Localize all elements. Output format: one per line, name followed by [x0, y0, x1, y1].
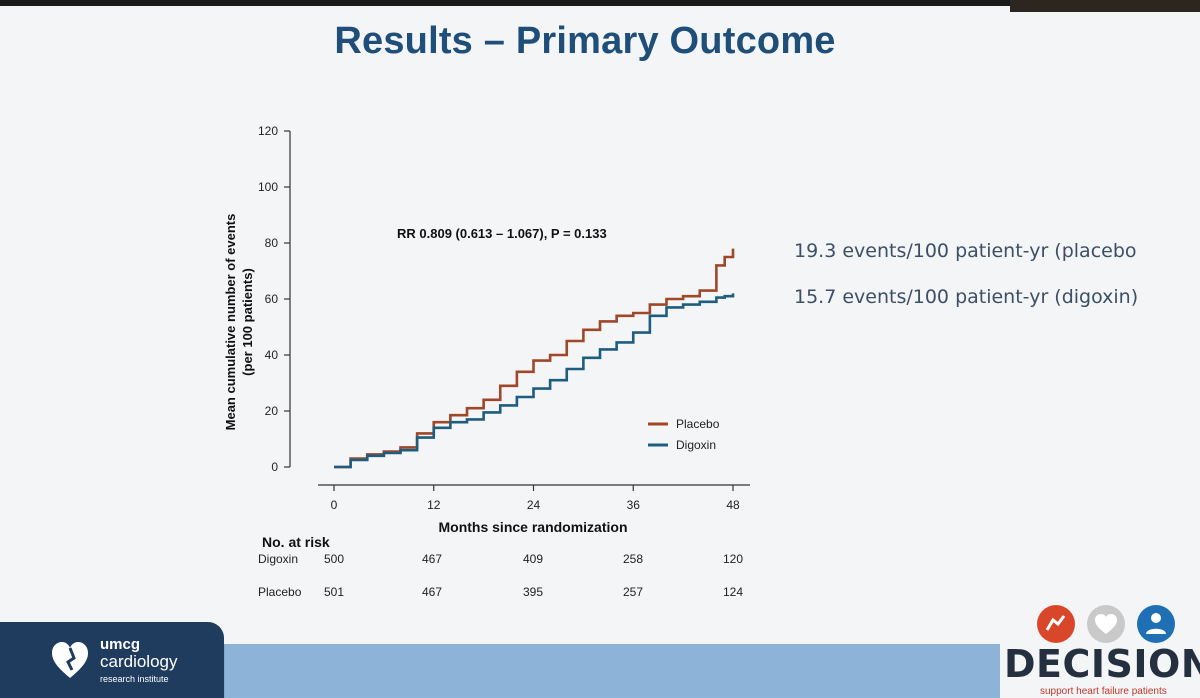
y-axis-title-line2: (per 100 patients)	[240, 268, 255, 376]
umcg-subtitle: research institute	[100, 674, 169, 684]
umcg-department: cardiology	[100, 652, 178, 671]
risk-value: 257	[623, 585, 643, 599]
umcg-name: umcg	[100, 636, 141, 653]
risk-value: 501	[324, 585, 344, 599]
risk-row-label: Placebo	[258, 585, 302, 599]
risk-value: 500	[324, 552, 344, 566]
risk-value: 124	[723, 585, 743, 599]
running-heart-icon	[1037, 605, 1075, 643]
decision-tagline: support heart failure patients	[1040, 686, 1167, 697]
risk-row-label: Digoxin	[258, 552, 298, 566]
slide-title: Results – Primary Outcome	[334, 20, 836, 62]
risk-table-title: No. at risk	[262, 534, 330, 550]
patient-icon	[1137, 605, 1175, 643]
series-line-placebo	[334, 248, 735, 469]
y-tick-label: 120	[258, 124, 278, 138]
top-bar	[0, 0, 1200, 6]
decision-icons	[1037, 605, 1175, 643]
risk-value: 467	[422, 552, 442, 566]
decision-logo-text: DECISION	[1004, 642, 1200, 686]
x-tick-label: 36	[627, 498, 641, 512]
x-tick-label: 0	[331, 498, 338, 512]
y-tick-label: 60	[265, 292, 279, 306]
risk-value: 409	[523, 552, 543, 566]
cumulative-events-chart: 0 20 40 60 80 100 120 0 12 24 36 48 Months since ran…	[223, 124, 750, 599]
digoxin-rate-annotation: 15.7 events/100 patient-yr (digoxin)	[794, 286, 1139, 308]
x-tick-label: 12	[427, 498, 441, 512]
risk-value: 467	[422, 585, 442, 599]
top-bar-right	[1010, 0, 1200, 12]
rr-annotation: RR 0.809 (0.613 – 1.067), P = 0.133	[397, 226, 607, 241]
y-tick-label: 100	[258, 180, 278, 194]
series-line-digoxin	[334, 293, 735, 469]
y-tick-label: 40	[265, 348, 279, 362]
umcg-heart-icon	[52, 642, 88, 678]
x-tick-label: 24	[527, 498, 541, 512]
risk-value: 258	[623, 552, 643, 566]
x-tick-label: 48	[726, 498, 740, 512]
heart-icon	[1087, 605, 1125, 643]
y-tick-label: 80	[265, 236, 279, 250]
legend-label-placebo: Placebo	[676, 417, 720, 431]
y-tick-label: 20	[265, 404, 279, 418]
y-tick-label: 0	[271, 460, 278, 474]
placebo-rate-annotation: 19.3 events/100 patient-yr (placebo	[794, 240, 1137, 262]
x-axis-title: Months since randomization	[438, 519, 627, 535]
risk-value: 395	[523, 585, 543, 599]
umcg-logo-block: umcg cardiology research institute	[0, 622, 224, 698]
legend-label-digoxin: Digoxin	[676, 438, 716, 452]
risk-value: 120	[723, 552, 743, 566]
y-axis-title-line1: Mean cumulative number of events	[223, 214, 238, 431]
